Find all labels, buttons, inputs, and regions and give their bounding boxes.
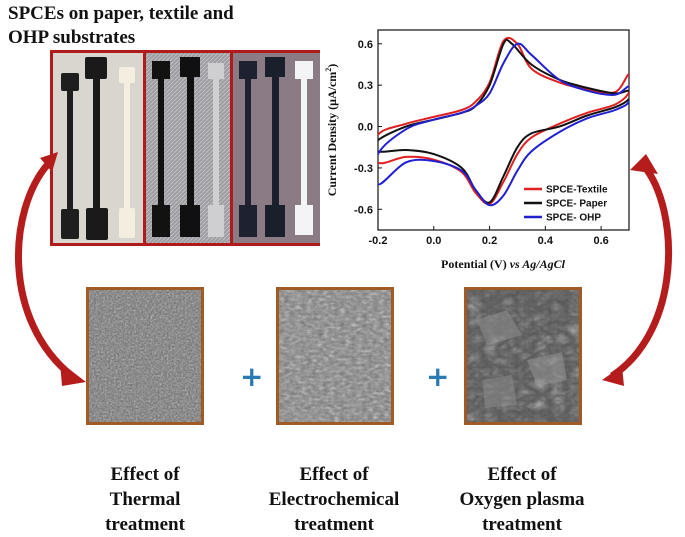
caption-line: Effect of [110,464,180,485]
substrate-photo [50,50,324,246]
y-axis-label: Current Density (μA/cm2) [324,64,339,197]
paper-substrate-panel [53,53,145,243]
x-tick-label: -0.2 [369,235,388,247]
sem-texture-electrochemical [279,290,391,422]
sem-image-thermal [86,287,204,425]
title-line-2: OHP substrates [8,27,136,48]
x-axis-label: Potential (V) vs Ag/AgCl [441,257,566,271]
plus-sign-1: + [240,360,264,393]
ohp-substrate-panel [233,53,321,243]
caption-line: Thermal [109,489,181,510]
chart-legend: SPCE-Textile SPCE- Paper SPCE- OHP [524,185,608,224]
plot-frame [377,29,630,231]
textile-substrate-panel [146,53,232,243]
y-tick-label: 0.6 [358,39,373,51]
figure-title: SPCEs on paper, textile and OHP substrat… [8,2,328,50]
ohp-strips-image [233,53,321,243]
caption-line: Effect of [487,464,557,485]
y-tick-label: -0.6 [354,204,373,216]
caption-line: treatment [105,514,185,535]
x-tick-label: 0.2 [482,235,497,247]
legend-label: SPCE- OHP [546,213,601,224]
caption-electrochemical: Effect of Electrochemical treatment [239,462,429,537]
title-line-1: SPCEs on paper, textile and [8,3,234,24]
y-tick-label: -0.3 [354,163,373,175]
panel-divider [230,53,233,243]
series-line-spce-textile [378,36,629,206]
caption-line: treatment [482,514,562,535]
sem-texture-thermal [89,290,201,422]
sem-image-electrochemical [276,287,394,425]
caption-line: Effect of [299,464,369,485]
panel-divider [143,53,146,243]
x-tick-label: 0.4 [538,235,554,247]
cv-chart-svg: -0.2 0.0 0.2 0.4 0.6 0.6 0.3 0.0 -0.3 -0.6 SPCE-… [324,29,630,271]
right-curved-arrow [602,154,673,386]
sem-texture-oxygen-plasma [467,290,579,422]
sem-image-oxygen-plasma [464,287,582,425]
y-tick-label: 0.3 [358,80,373,92]
y-tick-label: 0.0 [358,122,373,134]
series-line-spce-paper [378,38,629,204]
textile-strips-image [146,53,232,243]
legend-label: SPCE- Paper [546,199,607,210]
left-curved-arrow [14,152,86,386]
paper-strips-image [61,57,135,240]
series-line-spce-ohp [378,42,629,207]
caption-line: Oxygen plasma [459,489,585,510]
cv-chart: -0.2 0.0 0.2 0.4 0.6 0.6 0.3 0.0 -0.3 -0.6 SPCE-… [320,0,685,276]
plus-sign-2: + [426,360,450,393]
caption-line: Electrochemical [268,489,400,510]
caption-line: treatment [294,514,374,535]
x-tick-label: 0.6 [593,235,608,247]
legend-label: SPCE-Textile [546,185,608,196]
caption-thermal: Effect of Thermal treatment [50,462,240,537]
x-tick-label: 0.0 [426,235,441,247]
caption-oxygen-plasma: Effect of Oxygen plasma treatment [427,462,617,537]
